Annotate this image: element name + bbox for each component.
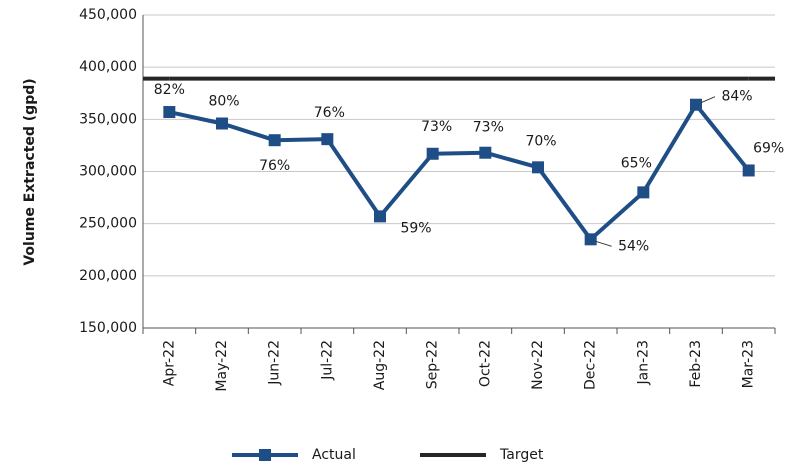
marker <box>163 106 176 119</box>
x-tick-label: Nov-22 <box>530 340 546 390</box>
y-tick-label: 400,000 <box>79 59 137 75</box>
legend-label: Target <box>499 447 544 463</box>
data-label: 76% <box>259 158 290 174</box>
data-label: 59% <box>400 220 431 236</box>
marker <box>426 147 439 160</box>
legend-marker <box>259 449 271 461</box>
x-tick-label: May-22 <box>214 340 230 392</box>
data-label: 82% <box>154 82 185 98</box>
marker <box>374 210 386 223</box>
data-label: 70% <box>525 133 556 149</box>
data-label: 76% <box>314 105 345 121</box>
x-tick-label: Feb-23 <box>688 340 704 388</box>
y-tick-label: 300,000 <box>79 164 137 180</box>
x-tick-label: Oct-22 <box>477 340 493 387</box>
x-tick-label: Mar-23 <box>741 340 757 388</box>
y-tick-label: 450,000 <box>79 7 137 23</box>
y-axis-title: Volume Extracted (gpd) <box>22 78 38 265</box>
x-tick-label: Jun-22 <box>267 340 283 386</box>
data-label: 54% <box>618 238 649 254</box>
x-tick-label: Sep-22 <box>425 340 441 389</box>
y-tick-label: 200,000 <box>79 268 137 284</box>
marker <box>532 161 544 174</box>
data-label: 80% <box>208 94 239 110</box>
y-tick-label: 150,000 <box>79 320 137 336</box>
marker <box>690 98 702 111</box>
marker <box>479 146 492 159</box>
y-tick-label: 250,000 <box>79 216 137 232</box>
data-label: 84% <box>721 89 752 105</box>
data-label: 73% <box>473 120 504 136</box>
x-tick-label: Aug-22 <box>372 340 388 390</box>
data-label: 73% <box>421 119 452 135</box>
marker <box>321 133 334 146</box>
marker <box>268 134 281 147</box>
marker <box>584 233 597 246</box>
actual-line <box>168 102 751 242</box>
x-tick-label: Jul-22 <box>319 340 335 381</box>
x-tick-label: Jan-23 <box>635 340 651 385</box>
marker <box>216 117 228 130</box>
marker <box>742 164 755 177</box>
leader-line <box>700 96 716 104</box>
x-tick-label: Dec-22 <box>583 340 599 390</box>
y-tick-label: 350,000 <box>79 111 137 127</box>
data-label: 65% <box>621 155 652 171</box>
leader-line <box>595 240 612 247</box>
legend-label: Actual <box>312 447 356 463</box>
marker <box>637 186 650 199</box>
x-tick-label: Apr-22 <box>161 340 177 386</box>
data-label: 69% <box>753 140 784 156</box>
